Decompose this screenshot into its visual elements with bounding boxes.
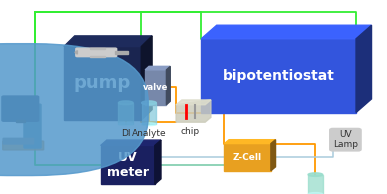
Polygon shape [176,100,211,105]
Polygon shape [75,51,77,54]
Polygon shape [141,36,152,120]
Ellipse shape [142,123,156,126]
Polygon shape [224,140,276,144]
Text: Analyte: Analyte [132,129,166,138]
Polygon shape [356,25,372,113]
Ellipse shape [308,173,323,176]
Polygon shape [145,70,166,105]
Polygon shape [90,56,105,57]
Polygon shape [308,175,323,194]
Ellipse shape [142,101,156,105]
Text: UV
Lamp: UV Lamp [333,130,358,149]
Polygon shape [101,140,161,146]
Polygon shape [115,51,128,54]
FancyBboxPatch shape [76,48,117,57]
Polygon shape [16,120,25,122]
Polygon shape [118,103,133,124]
Text: UV
meter: UV meter [107,151,149,179]
Polygon shape [224,144,271,171]
Text: valve: valve [143,83,168,92]
Text: DI: DI [121,129,130,138]
Ellipse shape [118,101,133,105]
Polygon shape [271,140,276,171]
Ellipse shape [118,123,133,126]
Polygon shape [166,66,170,105]
FancyBboxPatch shape [3,138,34,144]
FancyBboxPatch shape [24,104,41,148]
FancyBboxPatch shape [0,44,148,176]
Text: chip: chip [181,127,200,136]
Text: Z-Cell: Z-Cell [233,153,262,162]
Polygon shape [90,48,105,49]
FancyBboxPatch shape [330,128,361,151]
FancyBboxPatch shape [2,96,39,121]
Ellipse shape [308,192,323,194]
Polygon shape [64,36,152,47]
Polygon shape [142,103,156,124]
Polygon shape [176,100,211,122]
Polygon shape [64,47,141,120]
FancyBboxPatch shape [3,141,44,150]
Polygon shape [155,140,161,184]
Polygon shape [201,25,372,39]
Polygon shape [101,146,155,184]
Text: bipotentiostat: bipotentiostat [223,69,335,83]
Polygon shape [201,39,356,113]
Text: pump: pump [74,74,131,92]
Polygon shape [145,66,170,70]
